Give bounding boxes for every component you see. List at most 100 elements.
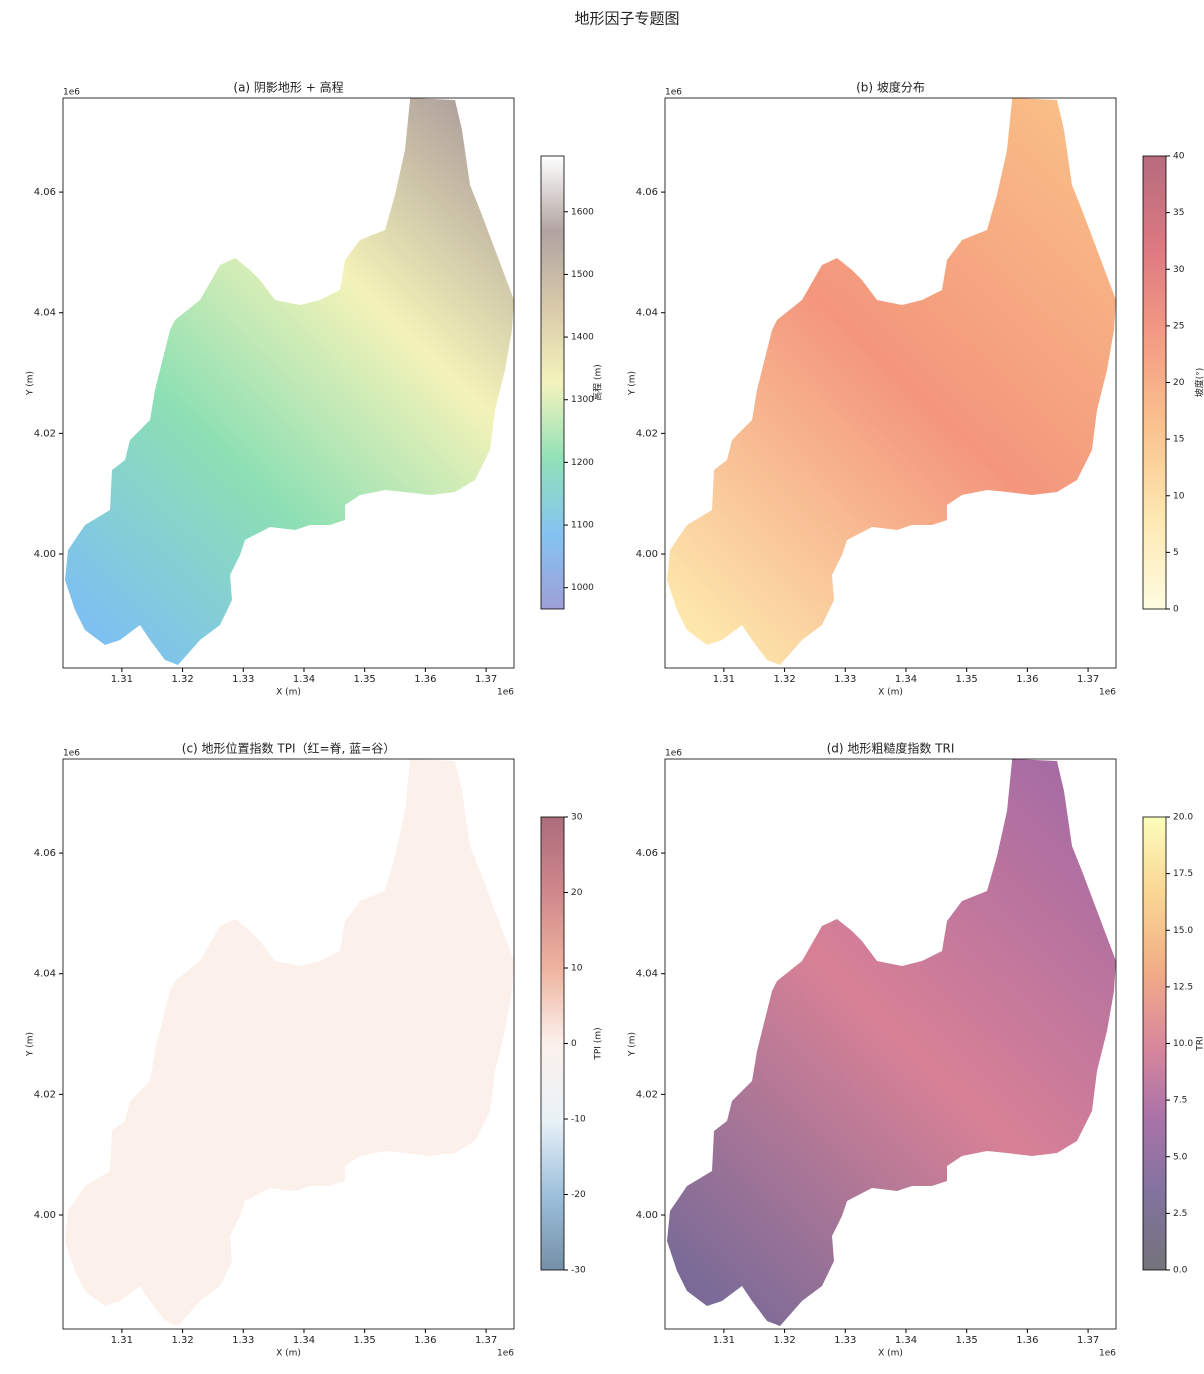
y-offset: 1e6 bbox=[63, 749, 80, 759]
x-tick-label: 1.35 bbox=[956, 1335, 978, 1346]
y-axis-label: Y (m) bbox=[26, 371, 36, 396]
x-offset: 1e6 bbox=[1099, 688, 1116, 698]
y-offset: 1e6 bbox=[665, 88, 682, 98]
y-tick-label: 4.04 bbox=[636, 969, 658, 980]
axes-frame bbox=[62, 97, 515, 669]
colorbar-tick-label: 15.0 bbox=[1173, 926, 1193, 936]
y-axis-label: Y (m) bbox=[628, 371, 638, 396]
terrain-raster bbox=[65, 98, 514, 665]
x-tick-label: 1.34 bbox=[293, 674, 315, 685]
x-tick-label: 1.32 bbox=[171, 674, 193, 685]
colorbar-tick-label: 10.0 bbox=[1173, 1039, 1193, 1049]
x-tick-label: 1.31 bbox=[111, 674, 133, 685]
x-tick-label: 1.32 bbox=[773, 1335, 795, 1346]
colorbar-label: TPI (m) bbox=[594, 1027, 604, 1060]
x-axis-label: X (m) bbox=[878, 1349, 903, 1359]
y-offset: 1e6 bbox=[665, 749, 682, 759]
panel-title: (c) 地形位置指数 TPI（红=脊, 蓝=谷） bbox=[182, 741, 395, 756]
x-tick-label: 1.37 bbox=[1077, 674, 1099, 685]
terrain-raster bbox=[667, 759, 1116, 1326]
y-tick-label: 4.06 bbox=[636, 848, 658, 859]
colorbar-tick-label: 30 bbox=[1173, 265, 1185, 275]
y-axis-label: Y (m) bbox=[628, 1032, 638, 1057]
x-tick-label: 1.37 bbox=[1077, 1335, 1099, 1346]
y-offset: 1e6 bbox=[63, 88, 80, 98]
x-offset: 1e6 bbox=[1099, 1349, 1116, 1359]
colorbar bbox=[1143, 817, 1166, 1270]
colorbar-tick-label: 1100 bbox=[571, 521, 594, 531]
x-axis-label: X (m) bbox=[276, 1349, 301, 1359]
colorbar-tick-label: 10 bbox=[1173, 491, 1185, 501]
colorbar-tick-label: 1400 bbox=[571, 333, 594, 343]
y-tick-label: 4.02 bbox=[34, 428, 56, 439]
colorbar-tick-label: -10 bbox=[571, 1115, 586, 1125]
colorbar-tick-label: 1300 bbox=[571, 395, 594, 405]
x-tick-label: 1.31 bbox=[713, 674, 735, 685]
figure-title: 地形因子专题图 bbox=[574, 10, 679, 28]
colorbar-label: 高程 (m) bbox=[592, 364, 604, 401]
axes-frame bbox=[664, 97, 1117, 669]
x-tick-label: 1.37 bbox=[475, 1335, 497, 1346]
panel-title: (a) 阴影地形 + 高程 bbox=[233, 80, 343, 95]
y-tick-label: 4.06 bbox=[34, 848, 56, 859]
y-tick-label: 4.00 bbox=[636, 1210, 658, 1221]
colorbar-tick-label: 20.0 bbox=[1173, 813, 1193, 823]
x-tick-label: 1.35 bbox=[956, 674, 978, 685]
colorbar-tick-label: 0 bbox=[1173, 605, 1179, 615]
x-tick-label: 1.32 bbox=[171, 1335, 193, 1346]
colorbar bbox=[541, 156, 564, 609]
colorbar-tick-label: 0 bbox=[571, 1039, 577, 1049]
colorbar-tick-label: 2.5 bbox=[1173, 1209, 1187, 1219]
y-tick-label: 4.00 bbox=[636, 549, 658, 560]
axes-frame bbox=[664, 758, 1117, 1330]
colorbar-tick-label: 5.0 bbox=[1173, 1152, 1188, 1162]
x-axis-label: X (m) bbox=[276, 688, 301, 698]
x-tick-label: 1.35 bbox=[354, 1335, 376, 1346]
colorbar bbox=[541, 817, 564, 1270]
x-offset: 1e6 bbox=[497, 1349, 514, 1359]
y-tick-label: 4.04 bbox=[636, 308, 658, 319]
y-tick-label: 4.06 bbox=[34, 187, 56, 198]
colorbar-tick-label: 15 bbox=[1173, 435, 1184, 445]
colorbar-tick-label: 25 bbox=[1173, 321, 1184, 331]
x-tick-label: 1.36 bbox=[414, 1335, 436, 1346]
colorbar-label: TRI bbox=[1196, 1036, 1204, 1051]
y-tick-label: 4.02 bbox=[636, 1089, 658, 1100]
colorbar-tick-label: 1000 bbox=[571, 583, 594, 593]
colorbar-tick-label: 12.5 bbox=[1173, 982, 1193, 992]
x-tick-label: 1.35 bbox=[354, 674, 376, 685]
x-tick-label: 1.37 bbox=[475, 674, 497, 685]
terrain-raster bbox=[667, 98, 1116, 665]
y-tick-label: 4.02 bbox=[34, 1089, 56, 1100]
colorbar-tick-label: 1500 bbox=[571, 270, 594, 280]
x-tick-label: 1.33 bbox=[834, 674, 856, 685]
colorbar-tick-label: 1600 bbox=[571, 207, 594, 217]
x-tick-label: 1.34 bbox=[895, 674, 917, 685]
x-tick-label: 1.36 bbox=[1016, 1335, 1038, 1346]
colorbar-tick-label: 20 bbox=[1173, 378, 1185, 388]
x-tick-label: 1.34 bbox=[293, 1335, 315, 1346]
y-tick-label: 4.00 bbox=[34, 549, 56, 560]
colorbar-tick-label: 7.5 bbox=[1173, 1096, 1187, 1106]
x-tick-label: 1.32 bbox=[773, 674, 795, 685]
x-tick-label: 1.33 bbox=[232, 674, 254, 685]
colorbar bbox=[1143, 156, 1166, 609]
y-tick-label: 4.04 bbox=[34, 969, 56, 980]
x-tick-label: 1.34 bbox=[895, 1335, 917, 1346]
colorbar-tick-label: 0.0 bbox=[1173, 1266, 1188, 1276]
x-tick-label: 1.36 bbox=[1016, 674, 1038, 685]
colorbar-tick-label: -30 bbox=[571, 1266, 586, 1276]
y-tick-label: 4.00 bbox=[34, 1210, 56, 1221]
colorbar-tick-label: -20 bbox=[571, 1190, 586, 1200]
colorbar-tick-label: 5 bbox=[1173, 548, 1179, 558]
y-tick-label: 4.04 bbox=[34, 308, 56, 319]
colorbar-tick-label: 1200 bbox=[571, 458, 594, 468]
colorbar-label: 坡度(°) bbox=[1194, 368, 1204, 398]
colorbar-frame bbox=[540, 155, 565, 610]
x-tick-label: 1.31 bbox=[111, 1335, 133, 1346]
axes-frame bbox=[62, 758, 515, 1330]
y-axis-label: Y (m) bbox=[26, 1032, 36, 1057]
terrain-raster bbox=[65, 759, 514, 1326]
colorbar-tick-label: 10 bbox=[571, 964, 583, 974]
